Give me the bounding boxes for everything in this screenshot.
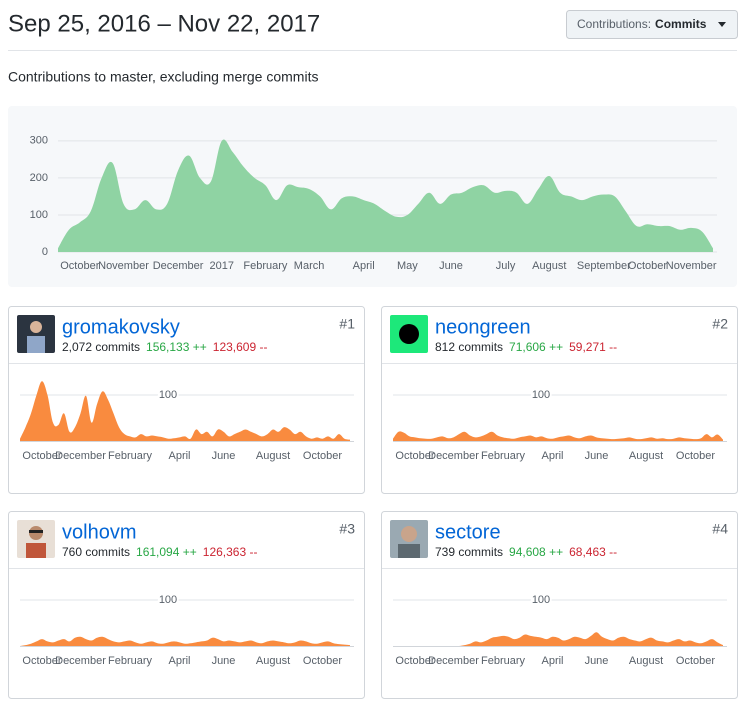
x-tick-label: April [353, 260, 375, 272]
commit-count: 2,072 commits [62, 340, 140, 354]
x-tick-label: September [577, 260, 631, 272]
x-tick-label: February [481, 450, 526, 462]
x-tick-label: February [108, 450, 153, 462]
x-tick-label: December [153, 260, 204, 272]
stats: 760 commits 161,094 ++ 126,363 -- [62, 545, 257, 559]
contributor-name[interactable]: neongreen [435, 316, 531, 338]
area [20, 381, 350, 441]
additions: 94,608 ++ [509, 545, 563, 559]
x-tick-label: February [481, 655, 526, 667]
x-tick-label: June [585, 655, 609, 667]
deletions: 126,363 -- [203, 545, 258, 559]
y-tick-label: 100 [532, 594, 550, 606]
x-tick-label: October [60, 260, 99, 272]
subtitle: Contributions to master, excluding merge… [8, 69, 318, 85]
avatar[interactable] [17, 520, 55, 558]
card [381, 511, 738, 699]
rank: #4 [712, 521, 728, 537]
y-tick-label: 300 [30, 135, 48, 147]
card [381, 306, 738, 494]
y-tick-label: 100 [532, 389, 550, 401]
x-tick-label: October [676, 655, 715, 667]
contributor-name[interactable]: volhovm [62, 521, 136, 543]
stats: 812 commits 71,606 ++ 59,271 -- [435, 340, 617, 354]
x-tick-label: December [428, 450, 479, 462]
commit-count: 812 commits [435, 340, 503, 354]
card [8, 306, 365, 494]
stats: 739 commits 94,608 ++ 68,463 -- [435, 545, 617, 559]
x-tick-label: August [256, 655, 290, 667]
rank: #1 [339, 316, 355, 332]
contributor-name[interactable]: sectore [435, 521, 501, 543]
y-tick-label: 100 [159, 389, 177, 401]
x-tick-label: June [439, 260, 463, 272]
y-tick-label: 200 [30, 172, 48, 184]
avatar[interactable] [390, 315, 428, 353]
x-tick-label: December [55, 655, 106, 667]
x-tick-label: October [676, 450, 715, 462]
additions: 156,133 ++ [146, 340, 207, 354]
rank: #2 [712, 316, 728, 332]
deletions: 68,463 -- [569, 545, 617, 559]
commit-count: 760 commits [62, 545, 130, 559]
x-tick-label: 2017 [210, 260, 234, 272]
x-tick-label: November [666, 260, 717, 272]
x-tick-label: December [55, 450, 106, 462]
x-tick-label: August [256, 450, 290, 462]
x-tick-label: March [294, 260, 325, 272]
stats: 2,072 commits 156,133 ++ 123,609 -- [62, 340, 267, 354]
x-tick-label: October [22, 655, 61, 667]
contributions-dropdown[interactable]: Contributions: Commits [566, 10, 738, 39]
x-tick-label: June [212, 655, 236, 667]
cards [8, 306, 738, 699]
avatar[interactable] [17, 315, 55, 353]
x-tick-label: July [496, 260, 516, 272]
x-tick-label: February [108, 655, 153, 667]
x-tick-label: April [168, 655, 190, 667]
x-tick-label: October [395, 450, 434, 462]
x-tick-label: April [168, 450, 190, 462]
x-tick-label: October [22, 450, 61, 462]
dropdown-text[interactable]: Contributions: Commits [577, 17, 707, 31]
x-tick-label: October [303, 655, 342, 667]
dropdown-button[interactable] [566, 10, 738, 39]
x-tick-label: December [428, 655, 479, 667]
area [58, 139, 713, 252]
x-tick-label: October [628, 260, 667, 272]
avatar[interactable] [390, 520, 428, 558]
rank: #3 [339, 521, 355, 537]
avatars [17, 315, 428, 558]
x-tick-label: November [98, 260, 149, 272]
x-tick-label: October [395, 655, 434, 667]
additions: 161,094 ++ [136, 545, 197, 559]
area [393, 431, 723, 441]
x-tick-label: June [585, 450, 609, 462]
dropdown-label: Contributions: [577, 17, 651, 31]
contributor-name[interactable]: gromakovsky [62, 316, 180, 338]
x-tick-label: April [541, 655, 563, 667]
caret [718, 22, 726, 27]
deletions: 59,271 -- [569, 340, 617, 354]
card [8, 511, 365, 699]
x-tick-label: August [629, 450, 663, 462]
y-tick-label: 100 [30, 209, 48, 221]
x-tick-label: August [629, 655, 663, 667]
x-tick-label: June [212, 450, 236, 462]
x-tick-label: August [532, 260, 566, 272]
area [20, 636, 350, 646]
area [393, 632, 723, 646]
x-tick-label: April [541, 450, 563, 462]
y-tick-label: 100 [159, 594, 177, 606]
x-tick-label: October [303, 450, 342, 462]
commit-count: 739 commits [435, 545, 503, 559]
date-range: Sep 25, 2016 – Nov 22, 2017 [8, 10, 320, 37]
y-tick-label: 0 [42, 246, 48, 258]
deletions: 123,609 -- [213, 340, 268, 354]
dropdown-value: Commits [655, 17, 707, 31]
x-tick-label: February [243, 260, 288, 272]
additions: 71,606 ++ [509, 340, 563, 354]
x-tick-label: May [397, 260, 418, 272]
